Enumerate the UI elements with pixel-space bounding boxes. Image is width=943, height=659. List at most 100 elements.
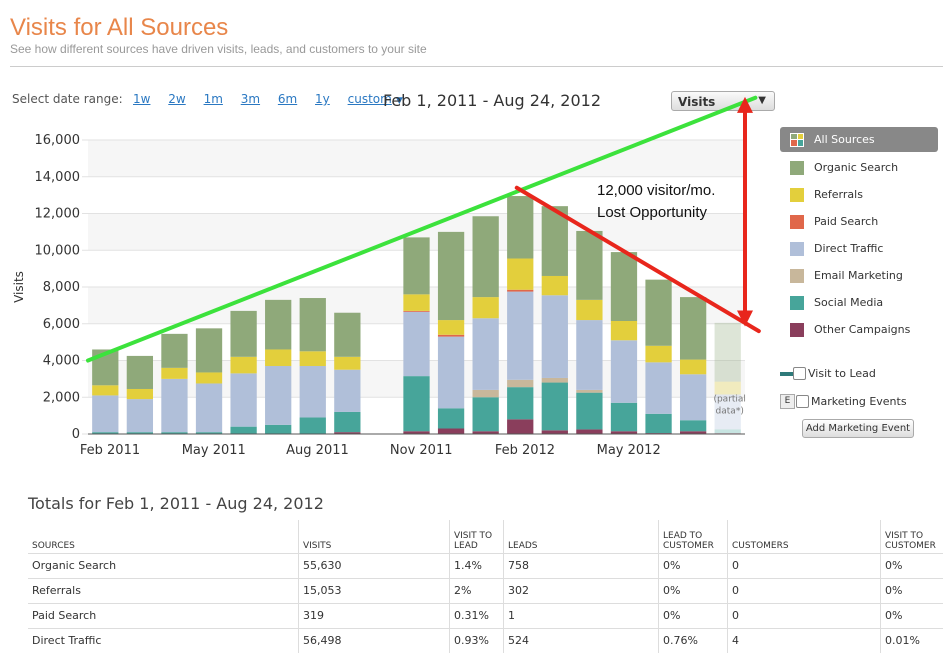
customers-cell[interactable]: 4 [727,627,881,653]
add-marketing-event-button[interactable]: Add Marketing Event [802,419,914,438]
table-header-row: SOURCES VISITS VISIT TO LEAD LEADS LEAD … [28,520,943,553]
bar-segment [507,419,534,434]
custom-dropdown-icon[interactable]: ▼ [395,96,403,106]
annotation-line-2: Lost Opportunity [597,204,708,221]
bar-segment [230,356,257,374]
bar-segment [334,356,361,370]
page-title: Visits for All Sources [10,14,229,41]
col-customers: CUSTOMERS [727,520,881,553]
swatch-icon [790,295,804,310]
source-cell[interactable]: Referrals [28,577,299,603]
bar-segment [126,399,154,433]
legend-label: Social Media [814,296,884,309]
y-tick-label: 8,000 [43,280,80,295]
legend-label: Direct Traffic [814,242,884,255]
range-1w-link[interactable]: 1w [133,92,151,106]
chart-bars [92,196,741,434]
legend-item-all-sources[interactable]: All Sources [780,127,938,152]
visit-to-lead-toggle[interactable]: Visit to Lead [780,367,876,380]
partial-data-label: data*) [716,406,744,416]
y-tick-label: 4,000 [43,354,80,369]
visits-chart: 0 2,000 4,000 6,000 8,000 10,000 12,000 14,000 1… [12,95,761,458]
visit-to-lead-checkbox[interactable] [793,367,806,380]
date-range-label: Select date range: [12,92,123,106]
range-6m-link[interactable]: 6m [277,92,298,106]
y-tick-label: 0 [72,427,80,442]
range-custom-link[interactable]: custom [347,92,392,106]
leads-cell[interactable]: 758 [503,552,659,578]
legend-item-social-media[interactable]: Social Media [780,289,938,316]
legend-label: All Sources [814,133,875,146]
bar-segment [576,230,603,300]
bar-segment [299,417,326,434]
legend-item-organic-search[interactable]: Organic Search [780,154,938,181]
range-1y-link[interactable]: 1y [315,92,330,106]
bar-segment [576,299,603,321]
header-divider [10,66,943,67]
swatch-icon [790,160,804,175]
trend-line-icon [780,371,796,376]
y-tick-label: 6,000 [43,317,80,332]
bar-segment [437,334,465,337]
leads-cell[interactable]: 302 [503,577,659,603]
bar-segment [507,196,534,259]
source-cell[interactable]: Direct Traffic [28,627,299,653]
bar-segment [92,395,119,433]
range-1m-link[interactable]: 1m [203,92,223,106]
range-2w-link[interactable]: 2w [168,92,186,106]
customers-cell: 0 [727,552,881,578]
current-date-range: Feb 1, 2011 - Aug 24, 2012 [383,91,602,110]
legend-label: Email Marketing [814,269,903,282]
visit-to-lead-cell: 2% [449,577,504,603]
bar-segment [265,424,292,434]
source-cell[interactable]: Paid Search [28,602,299,628]
bar-segment [610,431,638,434]
bar-segment [403,310,430,312]
leads-cell[interactable]: 1 [503,602,659,628]
bar-segment [714,429,741,434]
legend-item-referrals[interactable]: Referrals [780,181,938,208]
leads-cell[interactable]: 524 [503,627,659,653]
swatch-icon [790,187,804,202]
bar-segment [576,429,603,434]
legend-item-email-marketing[interactable]: Email Marketing [780,262,938,289]
visits-cell: 15,053 [298,577,450,603]
source-cell[interactable]: Organic Search [28,552,299,578]
col-lead-to-customer: LEAD TO CUSTOMER [658,520,728,553]
x-tick-label: May 2012 [597,443,661,458]
bar-segment [472,318,499,390]
legend-item-other-campaigns[interactable]: Other Campaigns [780,316,938,343]
legend-item-paid-search[interactable]: Paid Search [780,208,938,235]
lead-to-customer-cell: 0.76% [658,627,728,653]
marketing-events-checkbox[interactable] [796,395,809,408]
marketing-events-label: Marketing Events [811,395,907,408]
bar-segment [195,432,223,434]
bar-segment [576,320,603,390]
visits-cell: 319 [298,602,450,628]
bar-segment [541,430,568,434]
bar-segment [437,428,465,434]
bar-segment [541,377,568,383]
visit-to-customer-cell: 0% [880,602,943,628]
bar-segment [437,320,465,335]
trend-line [514,185,761,334]
bar-segment [230,373,257,427]
swatch-icon [790,214,804,229]
range-3m-link[interactable]: 3m [240,92,261,106]
legend-item-direct-traffic[interactable]: Direct Traffic [780,235,938,262]
legend-label: Organic Search [814,161,899,174]
bar-segment [472,431,499,434]
bar-segment [161,378,188,433]
bar-segment [507,258,534,290]
visit-to-lead-cell: 0.31% [449,602,504,628]
marketing-events-toggle[interactable]: E Marketing Events [780,394,907,409]
bar-segment [610,402,638,432]
bar-segment [334,432,361,434]
bar-segment [195,383,223,433]
y-tick-label: 12,000 [35,207,81,222]
bar-segment [645,279,672,346]
bar-segment [541,275,568,296]
bar-segment [92,432,119,434]
annotation-line-1: 12,000 visitor/mo. [597,182,716,199]
bar-segment [541,295,568,378]
